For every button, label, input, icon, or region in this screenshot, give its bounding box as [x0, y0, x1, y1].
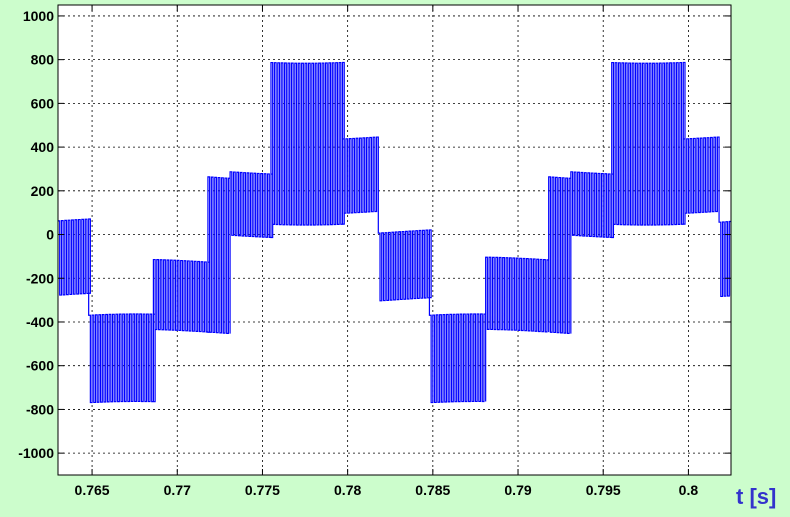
y-tick-label: 0 — [46, 227, 54, 243]
y-tick-label: -800 — [26, 401, 54, 417]
ticks — [58, 5, 731, 475]
tick-labels: 0.765 0.77 0.775 0.78 0.785 0.79 0.795 0.8 -1000… — [18, 8, 698, 498]
y-tick-label: 200 — [31, 183, 55, 199]
x-tick-label: 0.8 — [679, 482, 699, 498]
y-tick-label: -400 — [26, 314, 54, 330]
y-tick-label: 600 — [31, 95, 55, 111]
y-tick-label: 1000 — [23, 8, 54, 24]
x-tick-label: 0.79 — [504, 482, 531, 498]
x-axis-label: t [s] — [736, 484, 776, 509]
x-tick-label: 0.795 — [586, 482, 621, 498]
y-tick-label: -600 — [26, 358, 54, 374]
x-tick-label: 0.775 — [245, 482, 280, 498]
y-tick-label: -200 — [26, 270, 54, 286]
y-tick-label: 800 — [31, 52, 55, 68]
series-line — [58, 61, 731, 404]
y-tick-label: -1000 — [18, 445, 54, 461]
x-tick-label: 0.765 — [75, 482, 110, 498]
x-tick-label: 0.785 — [415, 482, 450, 498]
plot-frame — [57, 4, 732, 476]
x-tick-label: 0.77 — [164, 482, 191, 498]
y-tick-label: 400 — [31, 139, 55, 155]
x-tick-label: 0.78 — [334, 482, 361, 498]
